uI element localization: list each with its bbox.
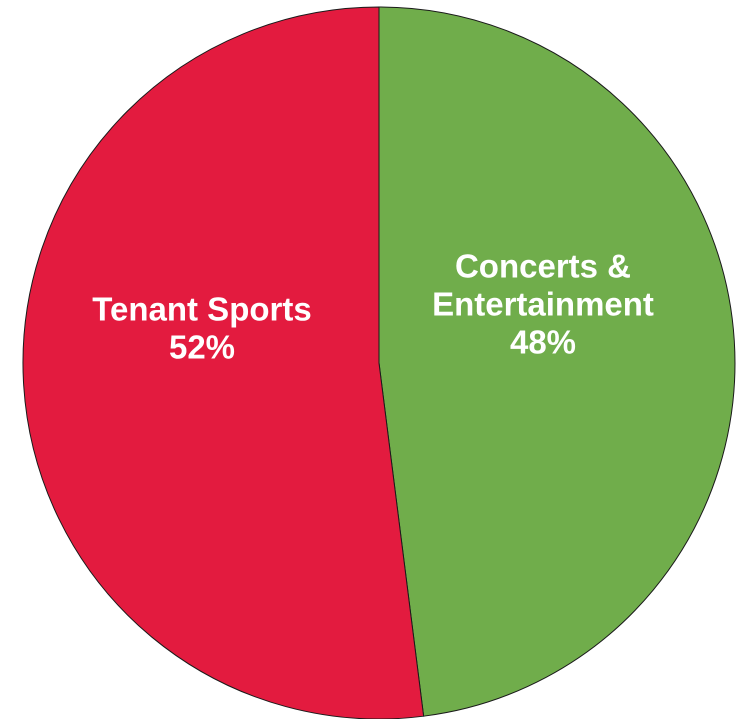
slice-category-label-1: Concerts & bbox=[455, 248, 631, 285]
slice-value-label-1: 48% bbox=[510, 324, 576, 361]
pie-slice-1 bbox=[378, 6, 736, 717]
slice-value-label-2: 52% bbox=[169, 329, 235, 366]
slice-category-label-2: Tenant Sports bbox=[92, 291, 311, 328]
pie-slice-2 bbox=[22, 6, 425, 719]
slice-category-label-1: Entertainment bbox=[432, 286, 654, 323]
pie-slices bbox=[22, 6, 736, 719]
